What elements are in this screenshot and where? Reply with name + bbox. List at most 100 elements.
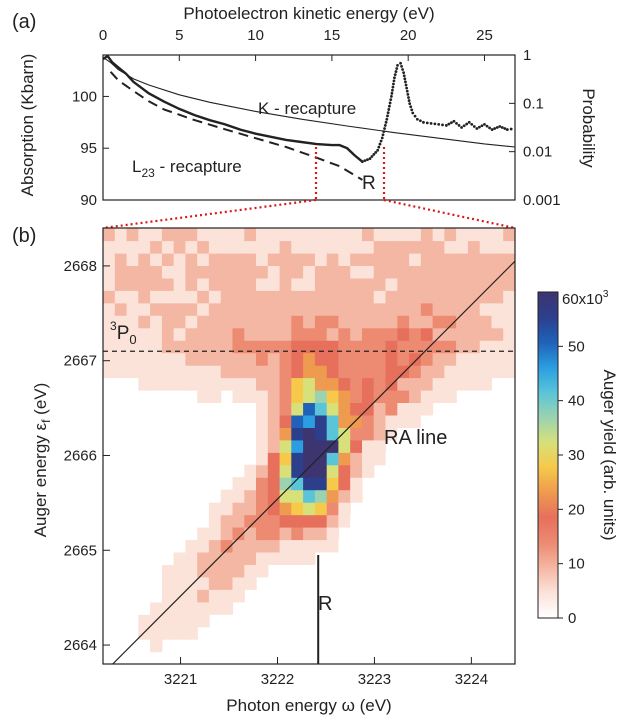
heatmap-cell — [420, 539, 434, 553]
heatmap-cell — [409, 228, 422, 242]
heatmap-cell — [244, 464, 257, 478]
resonance-point — [480, 124, 484, 128]
heatmap-cell — [232, 340, 245, 354]
heatmap-cell — [138, 551, 151, 565]
heatmap-cell — [503, 589, 515, 603]
heatmap-cell — [397, 327, 410, 341]
heatmap-cell — [503, 502, 515, 516]
resonance-point — [396, 63, 399, 67]
heatmap-cell — [185, 365, 198, 379]
heatmap-cell — [208, 377, 222, 391]
heatmap-cell — [126, 626, 139, 640]
heatmap-cell — [114, 252, 128, 266]
heatmap-cell — [456, 327, 469, 341]
heatmap-cell — [503, 265, 515, 279]
heatmap-cell — [409, 601, 422, 615]
heatmap-cell — [138, 614, 151, 628]
resonance-point — [383, 127, 386, 130]
heatmap-cell — [303, 265, 316, 279]
heatmap-cell — [208, 277, 222, 291]
heatmap-cell — [256, 477, 269, 491]
heatmap-cell — [138, 228, 151, 242]
heatmap-cell — [373, 414, 387, 428]
heatmap-cell — [291, 252, 304, 266]
heatmap-cell — [256, 302, 269, 316]
heatmap-cell — [385, 315, 398, 329]
heatmap-cell — [103, 402, 116, 416]
heatmap-cell — [338, 639, 351, 653]
heatmap-cell — [314, 315, 328, 329]
resonance-point — [405, 86, 409, 90]
heatmap-cell — [256, 365, 269, 379]
heatmap-cell — [503, 340, 515, 354]
heatmap-cell — [326, 290, 340, 304]
heatmap-cell — [114, 290, 128, 304]
heatmap-cell — [491, 265, 504, 279]
heatmap-cell — [197, 377, 210, 391]
heatmap-cell — [479, 252, 493, 266]
heatmap-cell — [244, 626, 257, 640]
heatmap-cell — [397, 477, 410, 491]
heatmap-cell — [185, 277, 198, 291]
heatmap-cell — [232, 240, 245, 254]
heatmap-cell — [161, 315, 175, 329]
heatmap-cell — [479, 277, 493, 291]
heatmap-cell — [267, 527, 281, 541]
heatmap-cell — [114, 228, 128, 242]
heatmap-cell — [409, 389, 422, 403]
heatmap-cell — [444, 340, 457, 354]
heatmap-cell — [173, 539, 186, 553]
heatmap-cell — [432, 327, 445, 341]
heatmap-cell — [208, 389, 222, 403]
heatmap-cell — [362, 252, 375, 266]
heatmap-cell — [409, 402, 422, 416]
resonance-point — [381, 133, 385, 137]
heatmap-cell — [503, 539, 515, 553]
heatmap-cell — [220, 252, 234, 266]
heatmap-cell — [314, 365, 328, 379]
panel-a-top-axis-ticks: 0 5 10 15 20 25 — [99, 27, 493, 61]
heatmap-cell — [103, 365, 116, 379]
resonance-point — [399, 61, 402, 65]
heatmap-cell — [103, 539, 116, 553]
resonance-point — [509, 127, 513, 131]
heatmap-cell — [126, 589, 139, 603]
heatmap-cell — [267, 576, 281, 590]
heatmap-cell — [220, 527, 234, 541]
heatmap-cell — [244, 352, 257, 366]
heatmap-cell — [256, 352, 269, 366]
heatmap-cell — [244, 551, 257, 565]
heatmap-cell — [397, 639, 410, 653]
heatmap-cell — [103, 551, 116, 565]
heatmap-cell — [420, 290, 434, 304]
heatmap-cell — [244, 389, 257, 403]
heatmap-cell — [150, 589, 163, 603]
heatmap-cell — [432, 315, 445, 329]
resonance-point — [437, 122, 441, 126]
heatmap-cell — [256, 252, 269, 266]
heatmap-cell — [279, 489, 292, 503]
resonance-point — [390, 91, 394, 95]
heatmap-cell — [432, 589, 445, 603]
heatmap-cell — [232, 427, 245, 441]
heatmap-cell — [338, 477, 351, 491]
resonance-point — [394, 70, 398, 73]
resonance-point — [393, 76, 396, 80]
resonance-point — [409, 105, 413, 109]
resonance-point — [386, 111, 390, 115]
heatmap-cell — [338, 327, 351, 341]
colorbar-gradient — [537, 291, 559, 619]
heatmap-cell — [409, 414, 422, 428]
heatmap-cell — [397, 626, 410, 640]
heatmap-cell — [303, 365, 316, 379]
colorbar: 0 10 20 30 40 50 60x103 Auger yield (arb. uni… — [537, 289, 619, 627]
heatmap-cell — [397, 439, 410, 453]
heatmap-cell — [197, 340, 210, 354]
heatmap-cell — [467, 452, 481, 466]
heatmap-cell — [491, 327, 504, 341]
heatmap-cell — [173, 228, 186, 242]
resonance-point — [388, 101, 392, 105]
heatmap-cell — [267, 302, 281, 316]
heatmap-cell — [208, 514, 222, 528]
heatmap-cell — [456, 290, 469, 304]
